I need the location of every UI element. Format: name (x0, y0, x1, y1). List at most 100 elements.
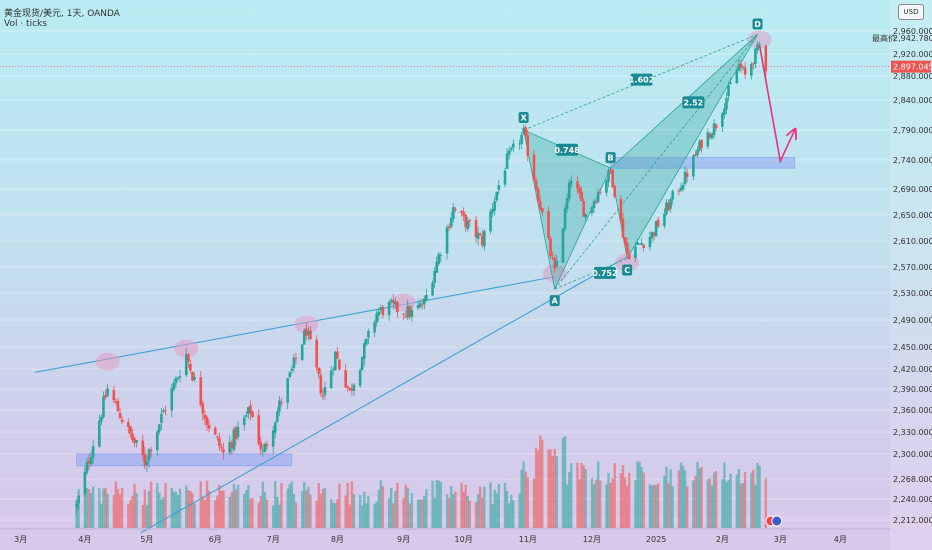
volume-bar (290, 481, 294, 528)
volume-bar (590, 478, 594, 528)
volume-bar (725, 482, 728, 528)
volume-bar (222, 490, 225, 528)
candle-body (201, 403, 205, 414)
candle-body (553, 257, 556, 268)
candle-body (321, 395, 325, 397)
candle-body (590, 206, 594, 213)
candle-body (468, 220, 472, 222)
volume-bar (98, 488, 101, 528)
candle-body (596, 192, 600, 203)
candle-body (377, 311, 381, 316)
currency-button[interactable]: USD (898, 4, 924, 20)
trendline (140, 256, 628, 534)
candle-body (737, 64, 741, 71)
candle-body (365, 338, 368, 345)
volume-bar (439, 481, 443, 528)
event-badge-icon[interactable] (765, 515, 783, 527)
current-price-tag: 2,897.045 (891, 60, 932, 73)
candle-body (331, 369, 335, 371)
candle-body (112, 390, 116, 401)
volume-bar (421, 499, 424, 528)
volume-bar (158, 492, 161, 528)
candle-body (549, 238, 552, 257)
candle-body (131, 433, 134, 441)
candle-body (518, 143, 521, 145)
volume-bar (489, 482, 492, 528)
volume-bar (352, 494, 356, 528)
volume-bar (478, 486, 482, 528)
volume-bar (216, 495, 219, 528)
volume-bar (505, 490, 509, 528)
volume-bar (174, 491, 178, 528)
volume-bar (309, 494, 312, 528)
volume-bar (135, 493, 138, 528)
volume-bar (402, 498, 405, 528)
candle-body (228, 441, 232, 453)
volume-bar (288, 483, 291, 528)
volume-bar (654, 484, 658, 528)
volume-bar (708, 478, 712, 528)
candle-body (89, 457, 93, 464)
candle-body (98, 420, 101, 447)
candles (75, 41, 768, 515)
volume-bar (694, 475, 697, 528)
volume-bar (131, 495, 134, 528)
volume-bar (710, 485, 714, 528)
volume-bar (334, 503, 337, 528)
candle-body (569, 180, 573, 185)
volume-bar (367, 495, 370, 528)
volume-bar (129, 500, 132, 528)
volume-bar (567, 471, 571, 528)
volume-bar (416, 499, 420, 528)
volume-bar (280, 483, 283, 528)
candle-body (735, 69, 739, 84)
candle-body (336, 351, 339, 359)
volume-bar (272, 505, 275, 528)
volume-bar (549, 449, 552, 528)
candle-body (245, 415, 248, 417)
candle-body (102, 396, 105, 418)
candle-body (263, 443, 267, 452)
candle-body (700, 139, 703, 149)
candle-body (756, 44, 759, 51)
candle-body (669, 199, 672, 209)
volume-bar (576, 462, 579, 528)
volume-bar (114, 481, 118, 528)
candle-body (218, 437, 221, 447)
candle-body (706, 132, 710, 147)
candle-body (743, 67, 747, 75)
candle-body (257, 415, 261, 444)
candle-body (524, 127, 528, 136)
volume-bar (433, 497, 436, 528)
candle-body (205, 417, 209, 425)
volume-bar (234, 489, 238, 528)
candle-body (315, 339, 318, 368)
volume-bar (389, 487, 393, 528)
grid (0, 30, 890, 521)
volume-bar (607, 472, 610, 528)
volume-bar (205, 480, 209, 528)
candle-body (563, 208, 567, 230)
candle-body (77, 495, 80, 504)
candle-body (379, 307, 383, 311)
candle-body (565, 198, 569, 210)
candle-body (259, 442, 263, 450)
candle-body (288, 372, 292, 378)
candle-body (375, 313, 378, 323)
candle-body (580, 191, 583, 202)
volume-bar (584, 469, 587, 528)
candle-body (213, 427, 217, 435)
candle-body (334, 351, 337, 371)
candle-body (555, 260, 559, 267)
pattern-point-a: A (549, 295, 560, 307)
candle-body (346, 385, 350, 388)
x-tick-label: 6月 (209, 535, 222, 544)
volume-bar (539, 435, 542, 528)
volume-bar (193, 503, 196, 528)
volume-bar (315, 500, 318, 528)
candle-body (634, 246, 637, 258)
volume-bar (348, 504, 351, 528)
y-tick-label: 2,740.000 (893, 156, 932, 165)
